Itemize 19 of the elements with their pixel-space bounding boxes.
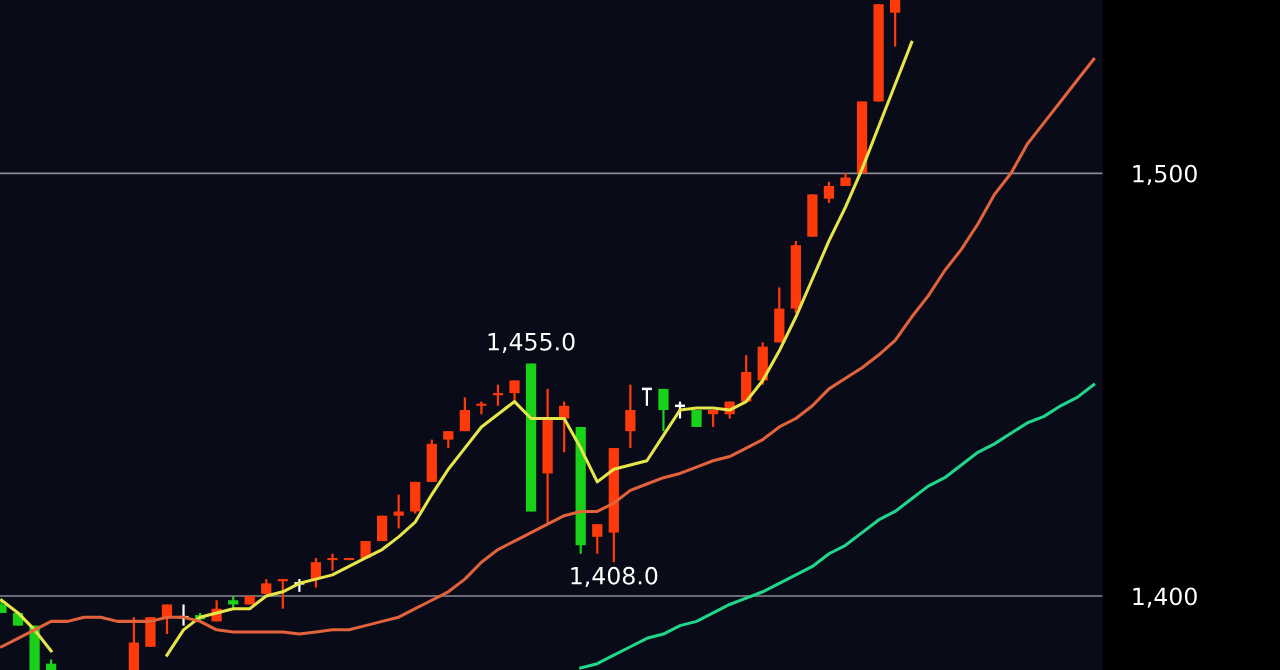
candlestick <box>509 379 520 403</box>
candlestick <box>459 396 470 433</box>
annotation: 1,455.0 <box>488 332 575 354</box>
candlestick <box>161 603 173 636</box>
candlestick <box>823 180 835 205</box>
y-tick-label: 1,400 <box>1133 587 1197 608</box>
line-series <box>0 57 1096 649</box>
candlestick <box>592 523 603 555</box>
candlestick <box>277 578 288 610</box>
candlestick <box>890 0 901 48</box>
candlestick <box>393 493 404 530</box>
candlestick <box>476 400 487 416</box>
y-tick-label: 1,500 <box>1133 164 1197 186</box>
annotation: 1,408.0 <box>571 566 658 588</box>
candlestick <box>327 552 338 572</box>
candlestick <box>658 387 669 433</box>
candlestick <box>310 556 322 589</box>
candlestick <box>625 383 636 450</box>
candlestick <box>492 383 504 407</box>
